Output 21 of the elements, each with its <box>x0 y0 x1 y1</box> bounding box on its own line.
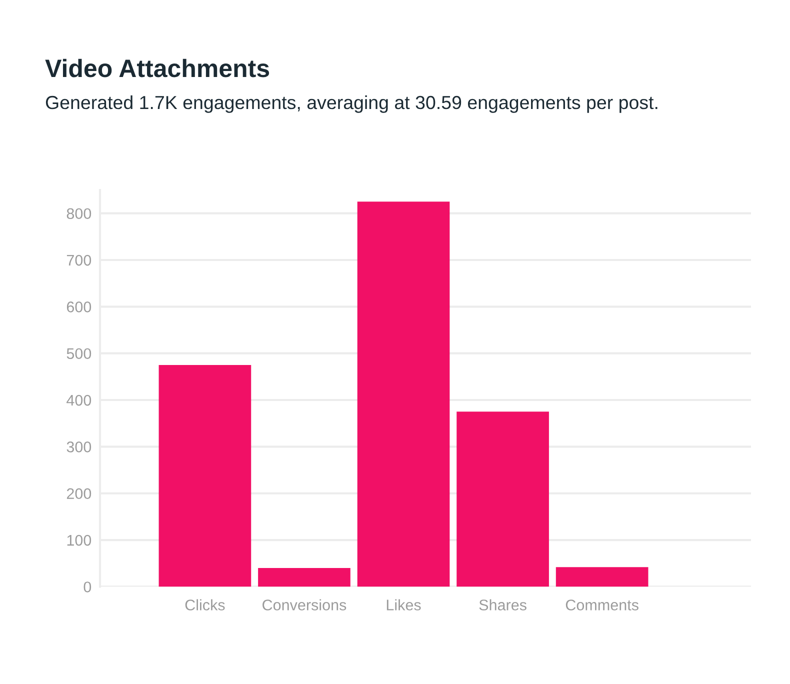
x-tick-label: Likes <box>386 599 421 610</box>
x-tick-label: Conversions <box>262 599 346 610</box>
y-tick-label: 700 <box>66 254 92 266</box>
chart-title: Video Attachments <box>45 58 270 78</box>
y-tick-label: 400 <box>66 394 92 406</box>
x-tick-label: Comments <box>566 600 638 610</box>
y-tick-label: 100 <box>67 534 92 546</box>
y-tick-label: 200 <box>66 488 92 500</box>
bar <box>158 365 252 587</box>
x-tick-label: Clicks <box>185 599 225 610</box>
y-tick-label: 600 <box>66 302 92 312</box>
x-tick-label: Shares <box>479 599 526 610</box>
bar <box>258 568 350 587</box>
bar <box>556 567 648 587</box>
y-tick-label: 800 <box>66 208 92 220</box>
chart-subtitle: Generated 1.7K engagements, averaging at 30.59 engagements per post. <box>46 95 658 113</box>
y-tick-label: 300 <box>66 442 92 452</box>
bar <box>357 202 450 587</box>
bar <box>456 412 549 587</box>
y-tick-label: 0 <box>84 582 92 592</box>
y-tick-label: 500 <box>66 348 92 360</box>
